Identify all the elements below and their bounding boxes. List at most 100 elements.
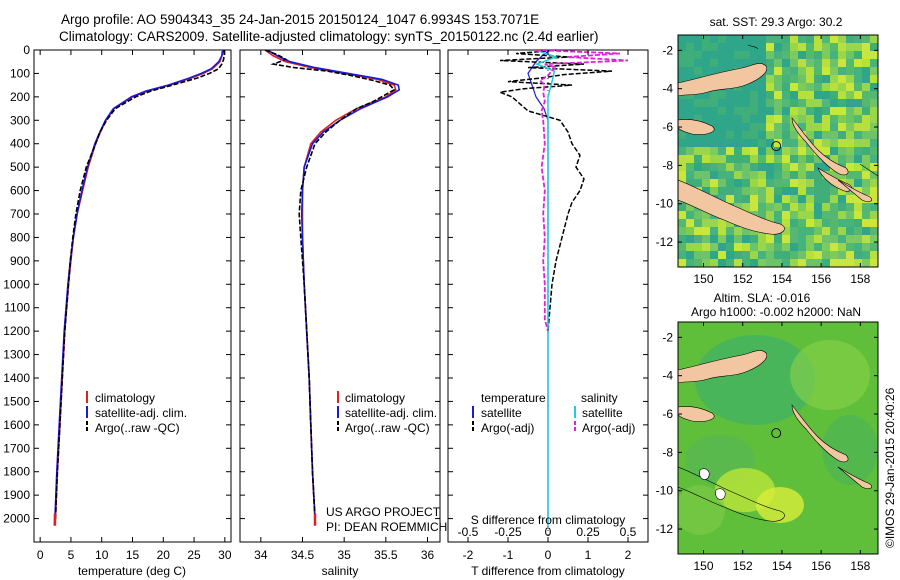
sst-cell — [870, 83, 878, 91]
sst-cell — [846, 163, 854, 171]
sst-cell — [774, 235, 782, 243]
x-tick-label: 34.5 — [291, 548, 315, 562]
sst-cell — [838, 155, 846, 163]
sst-cell — [686, 179, 694, 187]
land-new-guinea — [678, 179, 785, 235]
map-y-tick-label: -2 — [662, 43, 673, 57]
sst-cell — [702, 43, 710, 51]
series-line-climatology — [54, 50, 224, 526]
sst-cell — [758, 59, 766, 67]
sst-cell — [710, 107, 718, 115]
sst-cell — [830, 171, 838, 179]
sst-cell — [686, 139, 694, 147]
sst-cell — [758, 171, 766, 179]
land-new-britain — [678, 350, 768, 384]
sst-cell — [822, 139, 830, 147]
sst-cell — [774, 83, 782, 91]
sst-cell — [790, 83, 798, 91]
sst-cell — [830, 155, 838, 163]
sst-cell — [854, 51, 862, 59]
sst-cell — [718, 251, 726, 259]
sst-cell — [782, 139, 790, 147]
sst-cell — [766, 147, 774, 155]
sst-cell — [750, 51, 758, 59]
sla-blob — [756, 487, 804, 523]
sst-cell — [758, 203, 766, 211]
sst-cell — [718, 171, 726, 179]
sst-cell — [806, 163, 814, 171]
sst-cell — [678, 163, 686, 171]
sst-cell — [774, 243, 782, 251]
sst-cell — [774, 107, 782, 115]
legend-label: Argo(..raw -QC) — [95, 421, 180, 435]
land-islet — [859, 163, 878, 177]
sst-cell — [838, 99, 846, 107]
sst-cell — [774, 51, 782, 59]
sst-cell — [774, 195, 782, 203]
x-tick-label: 1 — [585, 548, 592, 562]
sst-cell — [758, 43, 766, 51]
sst-cell — [766, 35, 774, 43]
sst-cell — [862, 67, 870, 75]
sst-cell — [694, 211, 702, 219]
sst-cell — [742, 195, 750, 203]
sst-cell — [854, 99, 862, 107]
sst-cell — [870, 147, 878, 155]
sst-cell — [790, 99, 798, 107]
sst-cell — [806, 59, 814, 67]
sst-cell — [830, 187, 838, 195]
y-tick-label: 2000 — [3, 512, 30, 526]
sst-cell — [686, 75, 694, 83]
series-line-t-argo-adj — [497, 50, 613, 332]
sst-cell — [822, 99, 830, 107]
sst-cell — [710, 99, 718, 107]
sst-cell — [750, 123, 758, 131]
sst-cell — [790, 75, 798, 83]
y-tick-label: 0 — [23, 43, 30, 57]
sst-cell — [678, 171, 686, 179]
sst-cell — [750, 187, 758, 195]
sst-cell — [742, 187, 750, 195]
project-credit-line2: PI: DEAN ROEMMICH — [326, 520, 447, 534]
sst-cell — [758, 83, 766, 91]
sst-cell — [782, 43, 790, 51]
sst-cell — [750, 35, 758, 43]
y-tick-label: 1500 — [3, 394, 30, 408]
sst-cell — [790, 139, 798, 147]
sla-map: 150 152 154 156 158 -2 -4 -6 -8 -10 -12 — [656, 321, 879, 573]
sst-cell — [758, 235, 766, 243]
sst-cell — [686, 147, 694, 155]
sst-cell — [782, 99, 790, 107]
y-tick-label: 600 — [10, 184, 30, 198]
sst-cell — [822, 43, 830, 51]
sst-cell — [854, 131, 862, 139]
sst-cell — [790, 43, 798, 51]
sst-cell — [846, 99, 854, 107]
map-y-tick-label: -10 — [656, 484, 674, 498]
sst-cell — [814, 171, 822, 179]
sst-cell — [798, 83, 806, 91]
sst-cell — [822, 123, 830, 131]
sst-cell — [710, 187, 718, 195]
sst-cell — [758, 123, 766, 131]
sst-cell — [718, 35, 726, 43]
sst-cell — [686, 211, 694, 219]
land-solomon-east — [837, 179, 873, 202]
sst-cell — [854, 195, 862, 203]
sst-cell — [742, 163, 750, 171]
sst-cell — [846, 251, 854, 259]
sst-cell — [830, 67, 838, 75]
x2-tick-label: 0 — [545, 525, 552, 539]
land-islet — [715, 488, 726, 500]
sst-cell — [870, 59, 878, 67]
series-line-climatology — [264, 50, 397, 526]
sst-cell — [830, 211, 838, 219]
sst-cell — [838, 147, 846, 155]
legend-label: Argo(-adj) — [582, 421, 635, 435]
sst-cell — [726, 139, 734, 147]
sst-cell — [726, 227, 734, 235]
sst-cell — [750, 171, 758, 179]
x-tick-label: 30 — [218, 548, 232, 562]
sst-cell — [846, 203, 854, 211]
x-tick-label: 34 — [254, 548, 268, 562]
